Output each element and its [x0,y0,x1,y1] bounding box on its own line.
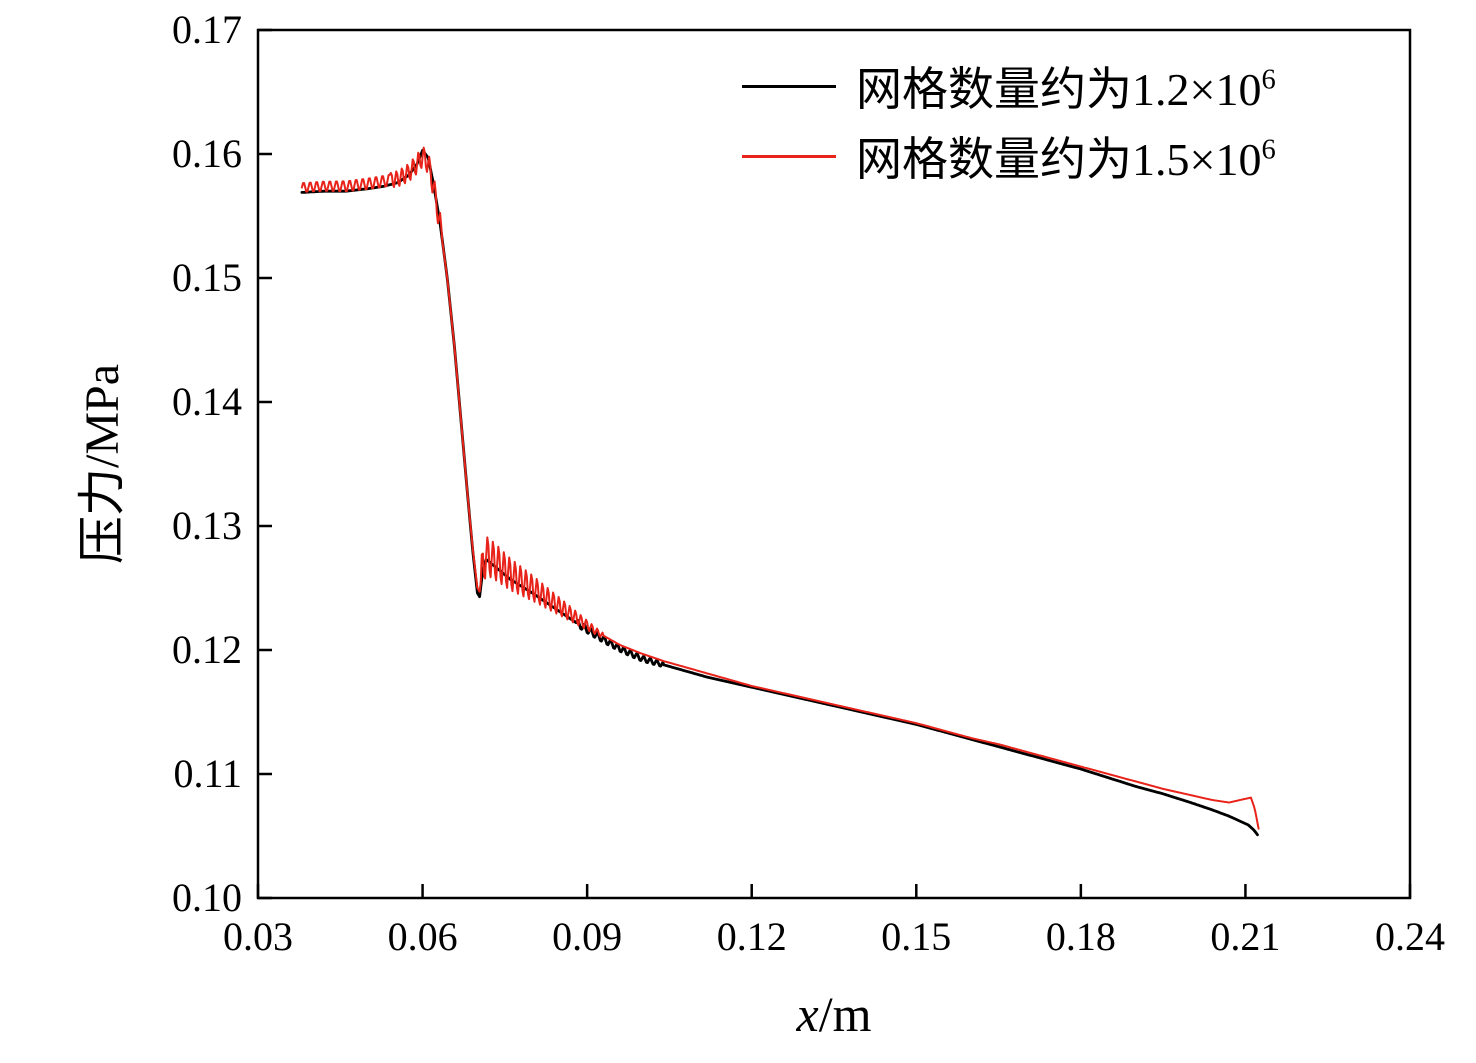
svg-text:0.16: 0.16 [172,131,242,176]
svg-text:0.03: 0.03 [223,914,293,959]
y-axis-title: 压力/MPa [76,363,129,565]
x-axis-title-variable: x [796,986,819,1042]
svg-text:0.12: 0.12 [717,914,787,959]
legend: 网格数量约为1.2×106 网格数量约为1.5×106 [742,58,1276,185]
legend-label-mesh-1p5e6: 网格数量约为1.5×106 [856,134,1276,185]
svg-text:0.15: 0.15 [881,914,951,959]
svg-text:0.06: 0.06 [388,914,458,959]
legend-item-mesh-1p5e6: 网格数量约为1.5×106 [742,128,1276,185]
legend-line-sample-black [742,84,836,88]
svg-text:0.14: 0.14 [172,379,242,424]
x-axis-title: x/m [797,985,872,1043]
legend-label-mesh-1p2e6: 网格数量约为1.2×106 [856,64,1276,115]
svg-text:0.12: 0.12 [172,627,242,672]
x-axis-title-unit: /m [818,986,872,1042]
svg-text:0.15: 0.15 [172,255,242,300]
svg-text:0.13: 0.13 [172,503,242,548]
svg-text:0.17: 0.17 [172,7,242,52]
svg-text:0.18: 0.18 [1046,914,1116,959]
svg-text:0.24: 0.24 [1375,914,1445,959]
svg-text:0.11: 0.11 [173,751,242,796]
svg-text:0.10: 0.10 [172,875,242,920]
legend-line-sample-red [742,154,836,158]
svg-text:0.21: 0.21 [1210,914,1280,959]
legend-item-mesh-1p2e6: 网格数量约为1.2×106 [742,58,1276,115]
svg-text:0.09: 0.09 [552,914,622,959]
